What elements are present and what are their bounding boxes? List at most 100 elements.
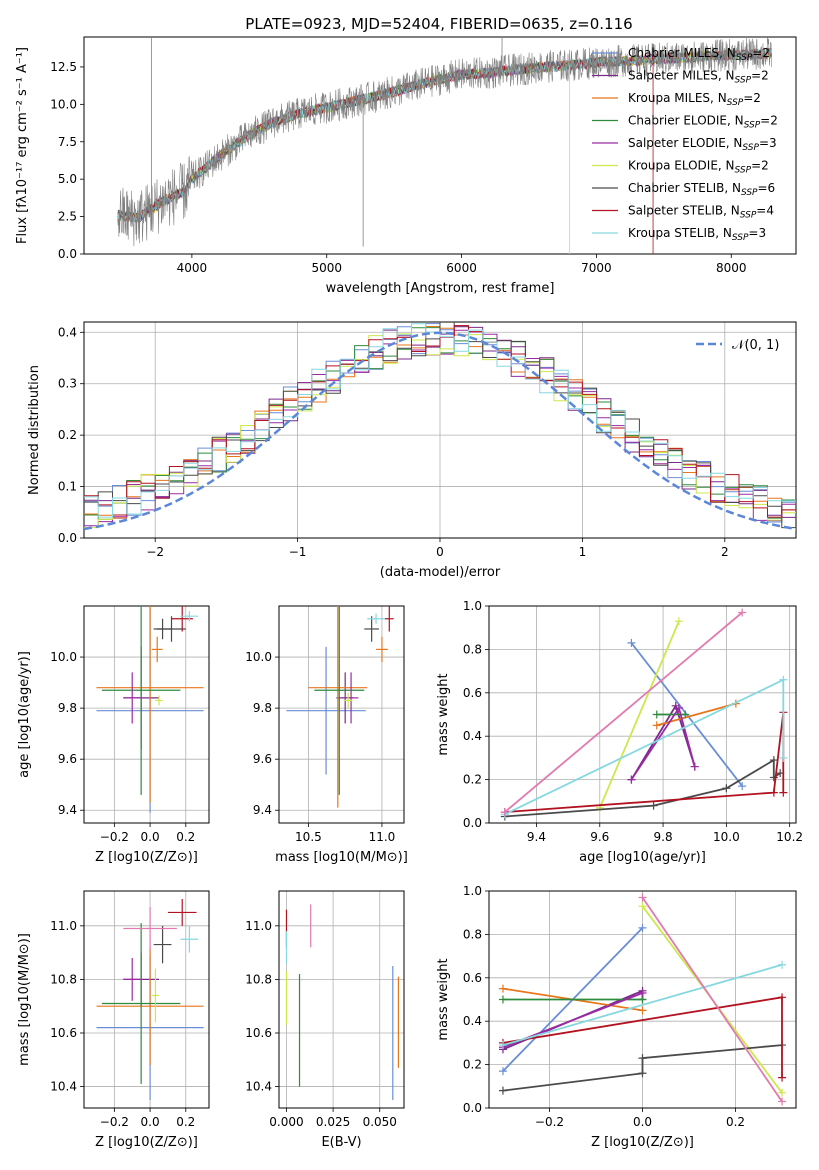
x-tick-label: −0.2 <box>100 830 129 844</box>
y-tick-label: 10.8 <box>50 972 77 986</box>
x-tick-label: −0.2 <box>535 1115 564 1129</box>
weight-point-marker <box>638 923 647 932</box>
weight-point-marker <box>738 782 747 791</box>
weight-point-marker <box>498 1067 507 1076</box>
weight-point-marker <box>638 1006 647 1015</box>
x-axis-label: Z [log10(Z/Z⊙)] <box>95 850 198 865</box>
x-tick-label: 10.5 <box>295 830 322 844</box>
weight-series-line <box>502 963 783 1046</box>
x-tick-label: 4000 <box>177 261 208 275</box>
weight-point-marker <box>652 710 661 719</box>
y-tick-label: 10.4 <box>245 1080 272 1094</box>
y-tick-label: 10.8 <box>245 972 272 986</box>
weight-point-marker <box>498 995 507 1004</box>
x-tick-label: 2 <box>721 545 729 559</box>
x-tick-label: 5000 <box>311 261 342 275</box>
y-tick-label: 0.8 <box>463 642 482 656</box>
legend-entry: Kroupa MILES, NSSP=2 <box>628 91 761 108</box>
mass_vs_ebv-panel: 0.000 0.025 0.050 10.4 10.6 10.8 11.0 E(B-V) <box>245 890 405 1150</box>
y-tick-label: 0.6 <box>463 971 482 985</box>
spectrum-panel: 4000 5000 6000 7000 8000 0.0 2.5 5.0 7.5 10.0 12.5… <box>15 36 797 296</box>
x-tick-label: −1 <box>289 545 307 559</box>
y-tick-label: 0.0 <box>58 247 77 261</box>
y-tick-label: 0.4 <box>463 1014 482 1028</box>
weight-point-marker <box>779 675 788 684</box>
y-tick-label: 1.0 <box>463 884 482 898</box>
x-tick-label: 9.6 <box>590 830 609 844</box>
weight-series-line <box>598 620 680 809</box>
y-tick-label: 0.4 <box>58 325 77 339</box>
y-tick-label: 0.0 <box>463 1101 482 1115</box>
weight-point-marker <box>674 617 683 626</box>
weight_vs_Z-panel: −0.2 0.0 0.2 0.0 0.2 0.4 0.6 0.8 1.0 Z [log10(Z/Z… <box>436 884 797 1150</box>
weight-point-marker <box>769 756 778 765</box>
weight-point-marker <box>627 638 636 647</box>
x-tick-label: −2 <box>146 545 164 559</box>
legend-entry: Chabrier ELODIE, NSSP=2 <box>628 114 778 131</box>
weight-point-marker <box>778 1097 787 1106</box>
axes-frame <box>488 890 797 1109</box>
x-tick-label: 10.2 <box>776 830 803 844</box>
weight-point-marker <box>649 801 658 810</box>
y-tick-label: 0.3 <box>58 377 77 391</box>
x-tick-label: 10.0 <box>713 830 740 844</box>
y-tick-label: 9.8 <box>253 701 272 715</box>
weight-point-marker <box>778 1088 787 1097</box>
y-axis-label: mass [log10(M/M⊙)] <box>17 933 32 1066</box>
axes-frame <box>83 890 210 1109</box>
axes-frame <box>83 36 797 255</box>
y-axis-label: mass weight <box>436 958 451 1040</box>
y-tick-label: 9.6 <box>58 752 77 766</box>
y-tick-label: 0.1 <box>58 480 77 494</box>
x-tick-label: 7000 <box>581 261 612 275</box>
legend-entry: 𝒩(0, 1) <box>732 338 779 353</box>
x-tick-label: 0.000 <box>269 1115 303 1129</box>
y-tick-label: 9.4 <box>58 803 77 817</box>
weight-point-marker <box>674 703 683 712</box>
residual-histogram <box>84 322 796 529</box>
weight_vs_age-panel: 9.4 9.6 9.8 10.0 10.2 0.0 0.2 0.4 0.6 0.8 1.0 age [… <box>436 599 803 865</box>
weight-series-line <box>504 758 781 818</box>
weight-point-marker <box>778 960 787 969</box>
x-tick-label: 0.2 <box>176 1115 195 1129</box>
x-tick-label: 9.8 <box>654 830 673 844</box>
x-axis-label: Z [log10(Z/Z⊙)] <box>95 1135 198 1150</box>
y-tick-label: 7.5 <box>58 135 77 149</box>
y-axis-label: age [log10(age/yr)] <box>17 651 32 778</box>
x-axis-label: E(B-V) <box>321 1135 361 1150</box>
x-axis-label: Z [log10(Z/Z⊙)] <box>591 1135 694 1150</box>
legend-entry: Salpeter ELODIE, NSSP=3 <box>628 136 777 153</box>
y-tick-label: 10.0 <box>50 97 77 111</box>
y-axis-label: mass weight <box>436 673 451 755</box>
residuals-panel: −2 −1 0 1 2 0.0 0.1 0.2 0.3 0.4 (data-model)/error… <box>27 321 797 580</box>
age_vs_mass-panel: 10.5 11.0 9.4 9.6 9.8 10.0 mass [log10(M/M⊙)] <box>245 605 408 865</box>
y-tick-label: 2.5 <box>58 210 77 224</box>
legend-entry: Kroupa ELODIE, NSSP=2 <box>628 159 769 176</box>
mass_vs_Z-panel: −0.2 0.0 0.2 10.4 10.6 10.8 11.0 Z [log10(Z/Z⊙)… <box>17 890 210 1150</box>
weight-point-marker <box>778 993 787 1002</box>
y-tick-label: 11.0 <box>50 919 77 933</box>
y-tick-label: 0.2 <box>463 1058 482 1072</box>
weight-point-marker <box>769 773 778 782</box>
weight-point-marker <box>498 1086 507 1095</box>
weight-series-line <box>502 1044 783 1092</box>
residual-histogram <box>84 323 796 518</box>
legend-entry: Salpeter MILES, NSSP=2 <box>628 69 769 86</box>
y-tick-label: 10.0 <box>50 650 77 664</box>
x-tick-label: 0.2 <box>176 830 195 844</box>
y-tick-label: 0.0 <box>58 531 77 545</box>
weight-point-marker <box>690 762 699 771</box>
y-tick-label: 0.2 <box>463 773 482 787</box>
weight-point-marker <box>498 984 507 993</box>
axes-frame <box>278 605 405 824</box>
x-tick-label: 9.4 <box>527 830 546 844</box>
weight-point-marker <box>652 721 661 730</box>
weight-point-marker <box>638 1054 647 1063</box>
weight-point-marker <box>498 1041 507 1050</box>
y-tick-label: 5.0 <box>58 172 77 186</box>
y-tick-label: 0.4 <box>463 729 482 743</box>
legend-entry: Chabrier MILES, NSSP=2 <box>628 46 770 63</box>
y-tick-label: 10.4 <box>50 1080 77 1094</box>
x-axis-label: (data-model)/error <box>380 565 501 580</box>
